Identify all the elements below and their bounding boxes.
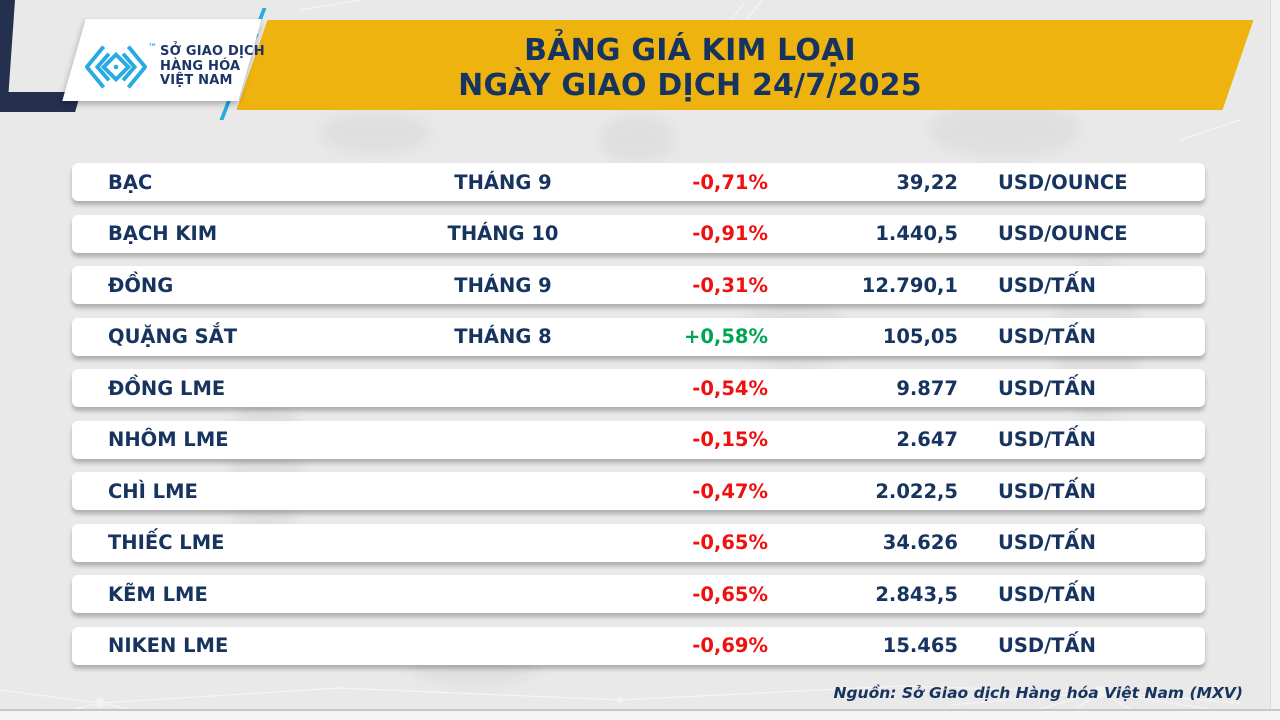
map-texture-blob — [930, 102, 1080, 157]
price-unit: USD/TẤN — [998, 531, 1096, 554]
change-percent: -0,91% — [692, 222, 768, 245]
table-row: NIKEN LME -0,69% 15.465 USD/TẤN — [72, 626, 1205, 665]
commodity-name: THIẾC LME — [108, 531, 225, 554]
commodity-name: BẠCH KIM — [108, 222, 218, 245]
change-percent: -0,31% — [692, 273, 768, 297]
price-value: 2.843,5 — [875, 582, 958, 606]
price-unit: USD/TẤN — [998, 376, 1096, 400]
logo-wordmark: SỞ GIAO DỊCH HÀNG HÓA VIỆT NAM — [160, 45, 265, 89]
commodity-name: ĐỒNG — [108, 273, 174, 297]
price-value: 2.022,5 — [875, 479, 958, 503]
table-row: THIẾC LME -0,65% 34.626 USD/TẤN — [72, 523, 1205, 562]
contract-month: THÁNG 9 — [454, 273, 552, 297]
table-row: BẠCH KIM THÁNG 10 -0,91% 1.440,5 USD/OUN… — [72, 214, 1205, 253]
commodity-name: NHÔM LME — [108, 428, 229, 451]
commodity-name: QUẶNG SẮT — [108, 325, 238, 348]
contract-month: THÁNG 8 — [454, 325, 552, 348]
price-value: 15.465 — [882, 634, 958, 657]
change-percent: -0,69% — [692, 634, 768, 657]
price-unit: USD/TẤN — [998, 582, 1096, 606]
table-row: CHÌ LME -0,47% 2.022,5 USD/TẤN — [72, 472, 1205, 510]
source-attribution: Nguồn: Sở Giao dịch Hàng hóa Việt Nam (M… — [833, 684, 1243, 702]
trademark-symbol: ™ — [148, 43, 157, 53]
change-percent: -0,47% — [692, 479, 768, 503]
contract-month: THÁNG 10 — [447, 222, 559, 245]
mxv-chevron-diamond-icon — [85, 45, 147, 89]
change-percent: -0,71% — [692, 170, 768, 194]
change-percent: -0,15% — [692, 428, 768, 451]
bottom-bar — [0, 709, 1280, 720]
price-table: BẠC THÁNG 9 -0,71% 39,22 USD/OUNCE BẠCH … — [72, 163, 1205, 678]
price-value: 34.626 — [882, 531, 958, 554]
table-row: KẼM LME -0,65% 2.843,5 USD/TẤN — [72, 575, 1205, 613]
logo-text-line1: SỞ GIAO DỊCH — [160, 44, 265, 60]
table-row: ĐỒNG LME -0,54% 9.877 USD/TẤN — [72, 369, 1205, 407]
map-texture-blob — [600, 115, 675, 163]
commodity-name: CHÌ LME — [108, 479, 198, 503]
change-percent: +0,58% — [684, 325, 768, 348]
price-unit: USD/TẤN — [998, 479, 1096, 503]
page-title: BẢNG GIÁ KIM LOẠI NGÀY GIAO DỊCH 24/7/20… — [160, 33, 1220, 103]
contract-month: THÁNG 9 — [454, 170, 552, 194]
commodity-name: BẠC — [108, 170, 153, 194]
price-unit: USD/TẤN — [998, 273, 1096, 297]
change-percent: -0,54% — [692, 376, 768, 400]
commodity-name: NIKEN LME — [108, 634, 229, 657]
price-value: 12.790,1 — [861, 273, 958, 297]
change-percent: -0,65% — [692, 582, 768, 606]
price-value: 39,22 — [896, 170, 958, 194]
right-edge-strip — [1270, 0, 1280, 720]
price-unit: USD/TẤN — [998, 325, 1096, 348]
price-unit: USD/OUNCE — [998, 222, 1128, 245]
logo-text-line3: VIỆT NAM — [160, 73, 233, 89]
logo-text-line2: HÀNG HÓA — [160, 58, 241, 74]
map-texture-blob — [230, 380, 300, 550]
table-row: BẠC THÁNG 9 -0,71% 39,22 USD/OUNCE — [72, 163, 1205, 201]
commodity-name: KẼM LME — [108, 582, 208, 606]
page-title-line2: NGÀY GIAO DỊCH 24/7/2025 — [458, 68, 922, 103]
mxv-logo: ™ SỞ GIAO DỊCH HÀNG HÓA VIỆT NAM — [85, 41, 265, 93]
price-value: 9.877 — [896, 376, 958, 400]
change-percent: -0,65% — [692, 531, 768, 554]
map-texture-blob — [320, 112, 430, 154]
table-row: ĐỒNG THÁNG 9 -0,31% 12.790,1 USD/TẤN — [72, 266, 1205, 304]
table-row: QUẶNG SẮT THÁNG 8 +0,58% 105,05 USD/TẤN — [72, 317, 1205, 356]
price-value: 1.440,5 — [875, 222, 958, 245]
price-unit: USD/OUNCE — [998, 170, 1128, 194]
page-title-line1: BẢNG GIÁ KIM LOẠI — [524, 33, 856, 68]
price-value: 105,05 — [882, 325, 958, 348]
commodity-name: ĐỒNG LME — [108, 376, 226, 400]
price-value: 2.647 — [896, 428, 958, 451]
price-unit: USD/TẤN — [998, 634, 1096, 657]
table-row: NHÔM LME -0,15% 2.647 USD/TẤN — [72, 420, 1205, 459]
price-unit: USD/TẤN — [998, 428, 1096, 451]
